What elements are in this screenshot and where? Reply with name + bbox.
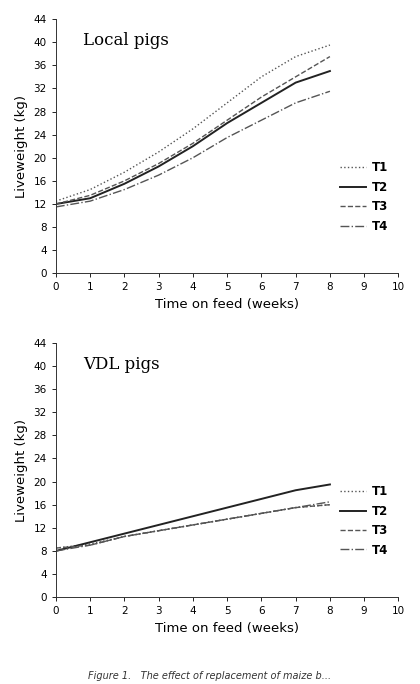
X-axis label: Time on feed (weeks): Time on feed (weeks) (155, 622, 299, 635)
X-axis label: Time on feed (weeks): Time on feed (weeks) (155, 298, 299, 311)
Y-axis label: Liveweight (kg): Liveweight (kg) (15, 419, 28, 521)
Text: Figure 1.   The effect of replacement of maize b...: Figure 1. The effect of replacement of m… (89, 670, 331, 681)
Legend: T1, T2, T3, T4: T1, T2, T3, T4 (335, 157, 393, 237)
Text: VDL pigs: VDL pigs (83, 356, 160, 373)
Y-axis label: Liveweight (kg): Liveweight (kg) (15, 94, 28, 198)
Legend: T1, T2, T3, T4: T1, T2, T3, T4 (335, 480, 393, 562)
Text: Local pigs: Local pigs (83, 31, 169, 49)
